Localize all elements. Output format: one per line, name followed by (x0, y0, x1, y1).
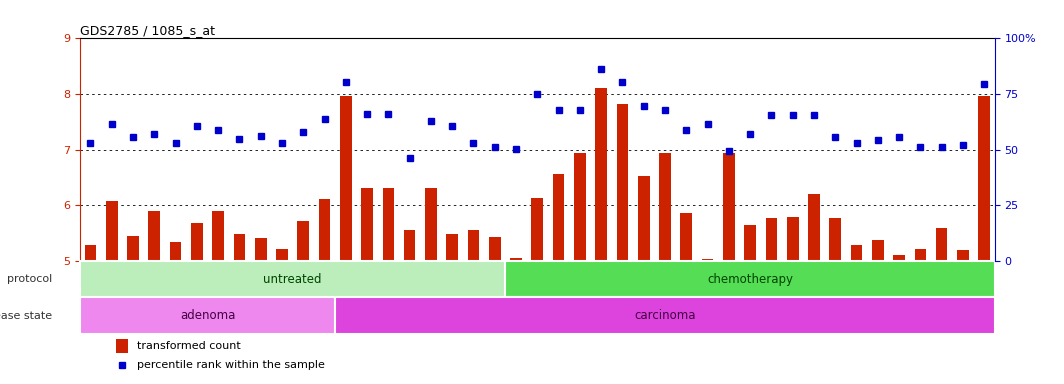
Bar (505, 261, 995, 298)
Bar (915, 249, 926, 261)
Bar (660, 152, 671, 261)
Bar (681, 213, 693, 261)
Bar (575, 152, 586, 261)
Bar (958, 250, 968, 261)
Bar (361, 187, 372, 261)
Bar (212, 211, 223, 261)
Bar (809, 194, 820, 261)
Bar (894, 255, 904, 261)
Text: adenoma: adenoma (180, 309, 235, 322)
Bar (319, 199, 330, 261)
Bar (339, 96, 351, 261)
Bar (616, 104, 628, 261)
Bar (936, 228, 947, 261)
Bar (745, 225, 755, 261)
Bar (425, 187, 436, 261)
Bar (511, 258, 522, 261)
Bar (447, 234, 459, 261)
Text: chemotherapy: chemotherapy (708, 273, 793, 286)
Bar (851, 245, 862, 261)
Bar (596, 88, 606, 261)
Bar (638, 176, 650, 261)
Bar (298, 221, 310, 261)
Bar (489, 237, 501, 261)
Bar (404, 230, 415, 261)
Bar (872, 240, 883, 261)
Text: protocol: protocol (6, 274, 52, 284)
Bar (116, 339, 129, 353)
Bar (786, 217, 798, 261)
Bar (192, 223, 202, 261)
Bar (105, 202, 117, 261)
Text: percentile rank within the sample: percentile rank within the sample (136, 361, 325, 371)
Bar (702, 259, 714, 261)
Bar (335, 298, 995, 334)
Bar (765, 218, 777, 261)
Bar (80, 261, 505, 298)
Bar (80, 298, 335, 334)
Bar (128, 236, 138, 261)
Bar (255, 238, 266, 261)
Bar (468, 230, 479, 261)
Bar (383, 187, 394, 261)
Text: carcinoma: carcinoma (634, 309, 696, 322)
Bar (553, 174, 565, 261)
Bar (979, 96, 991, 261)
Bar (84, 245, 96, 261)
Text: disease state: disease state (0, 311, 52, 321)
Text: untreated: untreated (264, 273, 321, 286)
Bar (830, 218, 842, 261)
Bar (234, 234, 245, 261)
Bar (170, 242, 181, 261)
Bar (532, 198, 544, 261)
Text: transformed count: transformed count (136, 341, 240, 351)
Bar (724, 152, 735, 261)
Bar (277, 249, 287, 261)
Bar (148, 211, 160, 261)
Text: GDS2785 / 1085_s_at: GDS2785 / 1085_s_at (80, 24, 215, 37)
